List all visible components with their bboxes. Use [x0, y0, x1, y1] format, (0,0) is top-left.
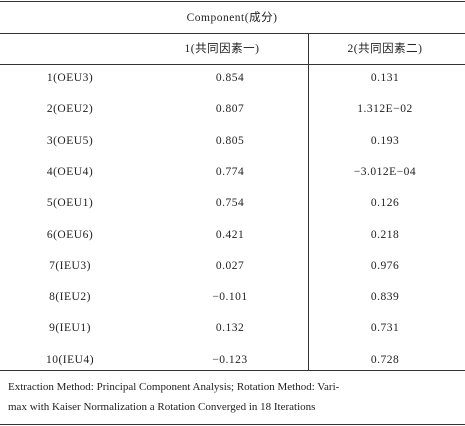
row-label: 5(OEU1)	[46, 197, 94, 210]
cell: 0.027	[215, 259, 245, 272]
row-label: 10(IEU4)	[45, 353, 95, 366]
rule	[0, 370, 465, 371]
cell: 0.728	[370, 353, 400, 366]
column-rule	[308, 33, 309, 370]
row-label: 2(OEU2)	[46, 103, 94, 116]
row-label: 4(OEU4)	[46, 165, 94, 178]
cell: 0.807	[215, 103, 245, 116]
cell: −0.123	[212, 353, 248, 366]
cell: 0.126	[370, 197, 400, 210]
row-label: 9(IEU1)	[49, 322, 91, 335]
rule	[0, 64, 465, 65]
cell: 1.312E−02	[357, 103, 413, 116]
cell: 0.774	[215, 165, 245, 178]
cell: 0.731	[370, 322, 400, 335]
rule	[0, 33, 465, 34]
cell: 0.754	[215, 197, 245, 210]
row-label: 3(OEU5)	[46, 134, 94, 147]
row-label: 1(OEU3)	[46, 72, 94, 84]
cell: −0.101	[212, 291, 248, 304]
cell: 0.131	[370, 72, 400, 84]
footnote: Extraction Method: Principal Component A…	[8, 381, 340, 393]
cell: 0.839	[370, 291, 400, 304]
footnote: max with Kaiser Normalization a Rotation…	[8, 401, 316, 413]
column-header: 2(共同因素二)	[347, 43, 423, 55]
row-label: 8(IEU2)	[49, 291, 91, 304]
row-label: 7(IEU3)	[49, 259, 91, 272]
cell: 0.218	[370, 228, 400, 241]
cell: 0.193	[370, 134, 400, 147]
table-header: Component(成分)	[186, 12, 278, 24]
cell: −3.012E−04	[353, 165, 417, 178]
cell: 0.421	[215, 228, 245, 241]
cell: 0.805	[215, 134, 245, 147]
rule	[0, 424, 465, 425]
rule	[0, 1, 465, 2]
column-header: 1(共同因素一)	[184, 43, 260, 55]
cell: 0.976	[370, 259, 400, 272]
cell: 0.854	[215, 72, 245, 84]
cell: 0.132	[215, 322, 245, 335]
row-label: 6(OEU6)	[46, 228, 94, 241]
